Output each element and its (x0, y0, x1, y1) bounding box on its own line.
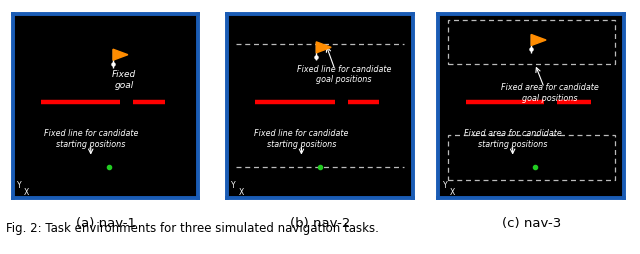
Bar (448, 136, 615, 180)
Text: X: X (24, 187, 29, 196)
Text: (a) nav-1: (a) nav-1 (76, 216, 136, 229)
Text: (c) nav-3: (c) nav-3 (502, 216, 561, 229)
Polygon shape (113, 50, 128, 61)
Text: (b) nav-2: (b) nav-2 (290, 216, 350, 229)
Text: Y: Y (232, 180, 236, 189)
Text: Fixed line for candidate
starting positions: Fixed line for candidate starting positi… (254, 129, 349, 148)
Text: Fixed
goal: Fixed goal (112, 70, 136, 89)
Text: X: X (239, 187, 244, 196)
Text: Fixed area for candidate
goal positions: Fixed area for candidate goal positions (501, 83, 598, 102)
Text: X: X (450, 187, 455, 196)
Text: Fixed line for candidate
goal positions: Fixed line for candidate goal positions (297, 65, 391, 84)
Polygon shape (316, 43, 331, 54)
Bar (448, 21, 615, 65)
Text: Fixed area for candidate
starting positions: Fixed area for candidate starting positi… (464, 129, 561, 148)
Text: Fixed line for candidate
starting positions: Fixed line for candidate starting positi… (44, 129, 138, 148)
Text: Y: Y (17, 180, 22, 189)
Polygon shape (531, 35, 546, 46)
Text: Y: Y (443, 180, 447, 189)
Text: Fig. 2: Task environments for three simulated navigation tasks.: Fig. 2: Task environments for three simu… (6, 221, 380, 234)
